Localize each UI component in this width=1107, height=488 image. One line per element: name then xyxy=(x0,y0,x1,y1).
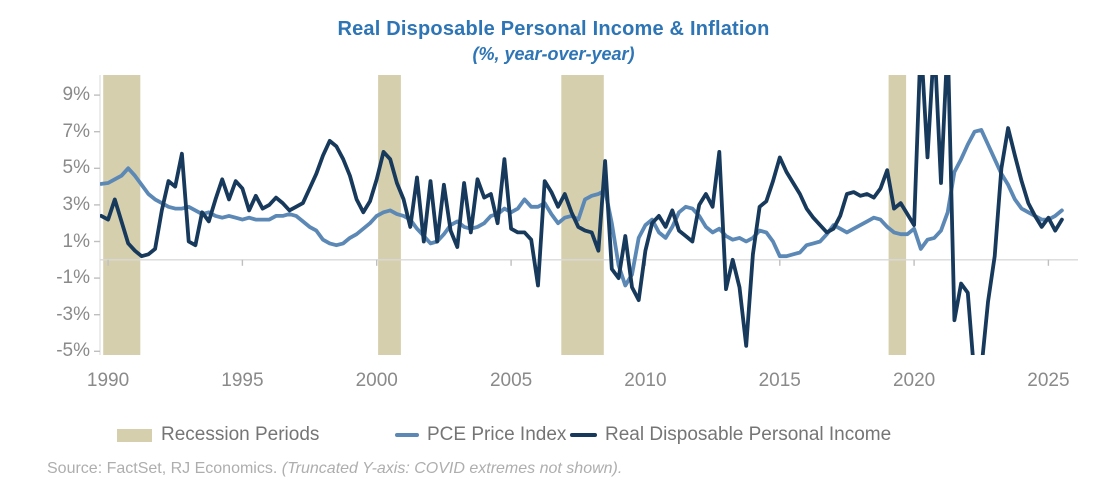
recession-band xyxy=(888,75,907,355)
x-axis-label: 2010 xyxy=(624,370,667,391)
legend-item-real-disposable-personal-income: Real Disposable Personal Income xyxy=(570,422,891,448)
series-line-pce xyxy=(100,128,1064,288)
source-attribution: Source: FactSet, RJ Economics. (Truncate… xyxy=(47,460,622,478)
legend-label-real-disposable-personal-income: Real Disposable Personal Income xyxy=(605,424,892,445)
rdpi-line-swatch xyxy=(570,433,597,437)
recession-band-swatch xyxy=(117,428,152,442)
y-axis-label: 5% xyxy=(62,157,90,179)
pce-line-swatch xyxy=(395,433,419,437)
x-axis-labels: 1990 1995 2000 2005 2010 2015 2020 2025 xyxy=(0,370,1107,396)
x-axis-label: 1995 xyxy=(221,370,264,391)
y-axis-labels: 9% 7% 5% 3% 1% -1% -3% -5% xyxy=(28,0,90,420)
recession-band xyxy=(378,75,401,355)
legend-item-recession-periods: Recession Periods xyxy=(117,422,319,448)
truncation-note: (Truncated Y-axis: COVID extremes not sh… xyxy=(281,460,623,477)
x-axis-label: 2025 xyxy=(1027,370,1070,391)
legend-label-pce-price-index: PCE Price Index xyxy=(427,424,567,445)
y-axis-label: 3% xyxy=(62,193,90,215)
series-line-rdpi xyxy=(100,75,1064,355)
chart-subtitle: (%, year-over-year) xyxy=(472,44,635,64)
y-axis-label: -1% xyxy=(56,267,90,289)
legend-item-pce-price-index: PCE Price Index xyxy=(395,422,566,448)
chart-legend: Recession Periods PCE Price Index Real D… xyxy=(0,422,1107,448)
x-axis-label: 2020 xyxy=(892,370,936,391)
x-axis-label: 2015 xyxy=(758,370,801,391)
y-axis-label: -5% xyxy=(56,340,90,362)
y-axis-label: -3% xyxy=(56,303,90,325)
source-text: Source: FactSet, RJ Economics. xyxy=(47,460,282,477)
chart-title: Real Disposable Personal Income & Inflat… xyxy=(337,18,770,40)
x-axis-label: 1990 xyxy=(86,370,130,391)
legend-label-recession-periods: Recession Periods xyxy=(161,424,320,445)
chart-plot-area xyxy=(94,75,1078,355)
y-axis-label: 9% xyxy=(62,84,90,106)
y-axis-label: 1% xyxy=(62,230,90,252)
x-axis-label: 2000 xyxy=(355,370,398,391)
y-axis-label: 7% xyxy=(62,120,90,142)
x-axis-label: 2005 xyxy=(489,370,533,391)
